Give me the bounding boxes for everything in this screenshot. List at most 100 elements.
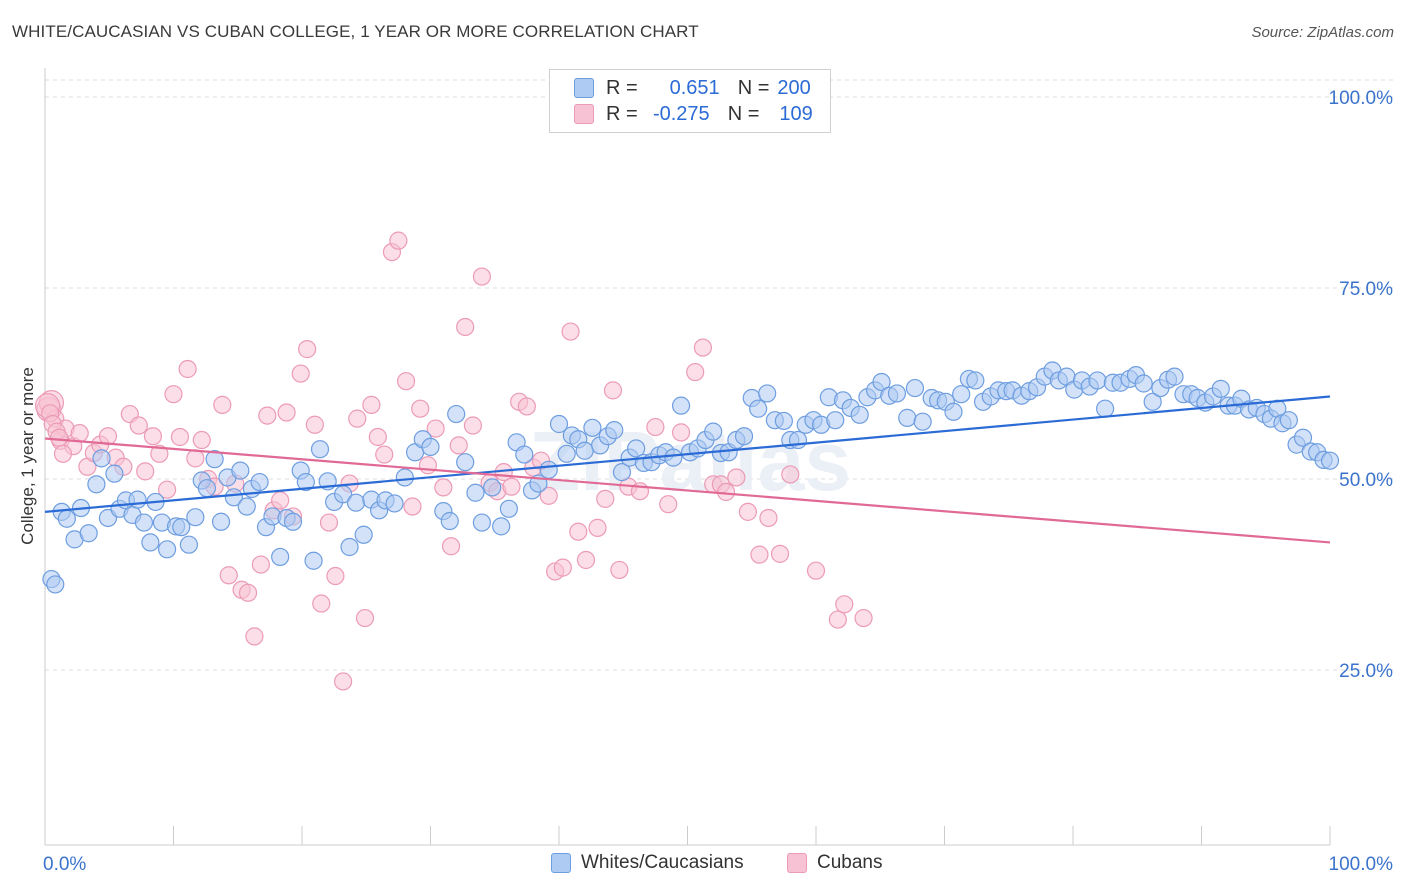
cubans-point bbox=[271, 491, 290, 510]
whites-point bbox=[456, 453, 475, 472]
bottom-legend-cubans-label: Cubans bbox=[817, 852, 883, 873]
whites-point bbox=[515, 445, 534, 464]
whites-point bbox=[1143, 392, 1162, 411]
whites-point bbox=[250, 472, 269, 492]
cubans-point bbox=[238, 583, 258, 602]
cubans-point bbox=[312, 594, 331, 613]
cubans-point bbox=[596, 489, 615, 508]
cubans-point bbox=[251, 555, 270, 574]
whites-point bbox=[340, 537, 359, 557]
cubans-point bbox=[164, 385, 183, 404]
whites-point bbox=[385, 494, 404, 513]
bottom-legend-cubans: Cubans bbox=[787, 852, 883, 874]
cubans-point bbox=[70, 424, 89, 443]
legend-r-value: 0.651 bbox=[669, 76, 720, 99]
whites-point bbox=[1134, 374, 1153, 393]
cubans-point bbox=[53, 444, 73, 463]
tick-labels: 25.0% 50.0% 75.0% 100.0% 0.0% 100.0% bbox=[43, 88, 1393, 875]
whites-point bbox=[583, 418, 602, 437]
bottom-legend: Whites/Caucasians Cubans bbox=[0, 852, 1406, 878]
whites-point bbox=[46, 575, 65, 594]
whites-point bbox=[549, 414, 569, 434]
cubans-points bbox=[34, 231, 873, 691]
whites-point bbox=[1293, 428, 1313, 447]
chart-title: WHITE/CAUCASIAN VS CUBAN COLLEGE, 1 YEAR… bbox=[12, 22, 699, 41]
whites-point bbox=[826, 411, 845, 430]
cubans-point bbox=[157, 480, 177, 499]
whites-point bbox=[788, 430, 808, 450]
cubans-point bbox=[355, 608, 375, 628]
legend-n-value: 200 bbox=[777, 76, 811, 99]
cubans-point bbox=[178, 359, 197, 379]
whites-point bbox=[466, 483, 485, 502]
whites-point bbox=[575, 441, 594, 460]
cubans-point bbox=[686, 362, 705, 382]
whites-point bbox=[310, 440, 330, 459]
whites-point bbox=[472, 513, 491, 532]
cubans-point bbox=[835, 595, 854, 614]
cubans-point bbox=[456, 317, 475, 337]
legend-n-value: 109 bbox=[779, 102, 813, 125]
trend-lines bbox=[44, 395, 1331, 544]
axes bbox=[44, 68, 1331, 846]
cubans-point bbox=[426, 419, 445, 438]
cubans-point bbox=[192, 430, 211, 450]
whites-point bbox=[626, 439, 646, 458]
cubans-point bbox=[553, 558, 572, 577]
cubans-point bbox=[727, 468, 746, 487]
whites-point bbox=[1320, 451, 1340, 470]
cubans-point bbox=[375, 445, 394, 464]
y-tick-label: 100.0% bbox=[1329, 88, 1394, 109]
whites-point bbox=[898, 408, 917, 427]
cubans-trend-line bbox=[44, 437, 1331, 544]
cubans-point bbox=[150, 444, 169, 463]
whites-point bbox=[734, 427, 754, 446]
y-tick-label: 75.0% bbox=[1339, 279, 1393, 300]
cubans-point bbox=[434, 478, 453, 497]
cubans-point bbox=[738, 502, 757, 521]
whites-point bbox=[57, 509, 76, 528]
cubans-point bbox=[671, 423, 691, 442]
legend-n-label: N = bbox=[727, 102, 760, 125]
cubans-point bbox=[98, 427, 118, 446]
cubans-point bbox=[502, 477, 521, 496]
cubans-point bbox=[368, 427, 387, 447]
whites-point bbox=[887, 384, 907, 403]
legend-n-label: N = bbox=[737, 76, 770, 99]
whites-point bbox=[1088, 371, 1107, 390]
whites-point bbox=[749, 399, 768, 418]
cubans-point bbox=[569, 522, 588, 541]
cubans-point bbox=[750, 545, 769, 564]
whites-point bbox=[440, 511, 459, 531]
whites-point bbox=[128, 490, 147, 509]
whites-point bbox=[966, 371, 985, 390]
whites-point bbox=[211, 512, 231, 531]
whites-point bbox=[271, 547, 290, 567]
whites-point bbox=[539, 460, 558, 479]
whites-point bbox=[224, 488, 243, 507]
cubans-point bbox=[389, 231, 408, 250]
whites-point bbox=[1165, 367, 1184, 386]
cubans-point bbox=[403, 497, 422, 516]
whites-point bbox=[354, 525, 373, 544]
whites-point bbox=[704, 422, 723, 441]
cubans-point bbox=[170, 427, 190, 447]
cubans-point bbox=[449, 436, 468, 455]
bottom-legend-whites: Whites/Caucasians bbox=[551, 852, 744, 874]
cubans-point bbox=[441, 537, 461, 556]
cubans-point bbox=[143, 427, 163, 446]
whites-point bbox=[92, 449, 111, 468]
cubans-point bbox=[561, 322, 580, 341]
cubans-point bbox=[136, 462, 155, 481]
whites-point bbox=[105, 464, 124, 483]
cubans-point bbox=[576, 550, 596, 570]
cubans-point bbox=[693, 338, 713, 357]
y-tick-label: 50.0% bbox=[1339, 470, 1393, 491]
cubans-point bbox=[411, 399, 430, 418]
cubans-point bbox=[326, 566, 345, 586]
whites-point bbox=[612, 463, 632, 482]
whites-point bbox=[557, 444, 576, 463]
cubans-point bbox=[277, 403, 296, 422]
cubans-point bbox=[603, 381, 623, 400]
whites-point bbox=[346, 493, 366, 512]
